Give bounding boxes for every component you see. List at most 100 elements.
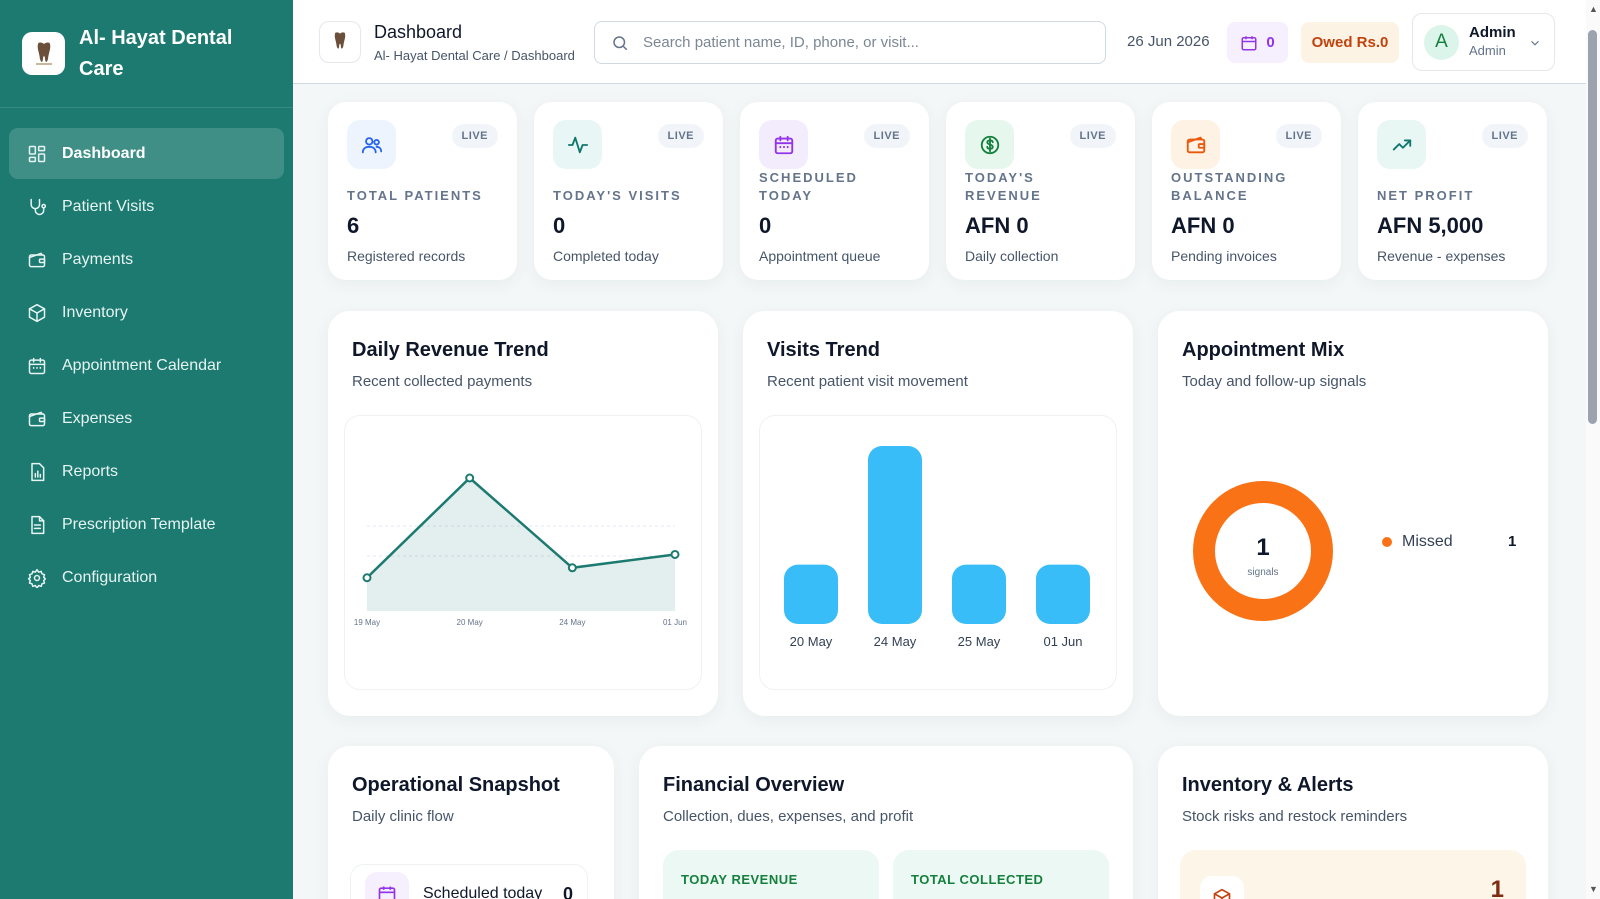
revenue-trend-panel: Daily Revenue Trend Recent collected pay… <box>328 311 718 716</box>
sidebar-item-dashboard[interactable]: Dashboard <box>9 128 284 179</box>
inventory-alerts-panel: Inventory & Alerts Stock risks and resto… <box>1158 746 1548 899</box>
owed-badge[interactable]: Owed Rs.0 <box>1301 22 1399 63</box>
search-input[interactable] <box>643 34 1083 51</box>
kpi-card-total-patients[interactable]: LIVE Total Patients 6 Registered records <box>328 102 517 280</box>
x-tick-label: 20 May <box>457 618 483 627</box>
today-revenue-card: TODAY REVENUE <box>663 850 879 899</box>
scrollbar[interactable]: ▲ ▼ <box>1586 0 1600 899</box>
revenue-line <box>366 476 676 579</box>
visits-bar-chart: 20 May 24 May 25 May 01 Jun <box>784 446 1090 649</box>
visits-bar <box>952 564 1006 624</box>
total-collected-card: TOTAL COLLECTED <box>893 850 1109 899</box>
panel-title: Appointment Mix <box>1182 339 1345 361</box>
donut-center-label: signals <box>1247 567 1278 578</box>
wallet-icon <box>27 409 47 429</box>
sidebar-item-appointment-calendar[interactable]: Appointment Calendar <box>9 340 284 391</box>
calendar-icon <box>1241 35 1257 50</box>
panel-title: Visits Trend <box>767 339 881 361</box>
sidebar-item-label: Payments <box>62 250 134 268</box>
revenue-point <box>465 473 475 483</box>
revenue-point <box>670 549 680 559</box>
visits-bar <box>784 564 838 624</box>
sidebar-item-label: Expenses <box>62 409 133 427</box>
sidebar-item-label: Configuration <box>62 568 158 586</box>
visits-bar <box>1036 564 1090 624</box>
search-icon <box>613 35 628 50</box>
card-label: TODAY REVENUE <box>681 872 798 887</box>
live-badge: LIVE <box>657 124 704 148</box>
kpi-subtext: Pending invoices <box>1171 248 1277 264</box>
sidebar-item-label: Reports <box>62 462 119 480</box>
revenue-area <box>367 478 675 611</box>
sidebar-item-payments[interactable]: Payments <box>9 234 284 285</box>
kpi-label: Outstanding Balance <box>1171 170 1288 203</box>
document-icon <box>27 515 47 535</box>
financial-overview-panel: Financial Overview Collection, dues, exp… <box>639 746 1133 899</box>
legend-label: Missed <box>1402 533 1453 550</box>
sidebar-item-prescription-template[interactable]: Prescription Template <box>9 499 284 550</box>
package-icon <box>1200 876 1244 899</box>
kpi-subtext: Daily collection <box>965 248 1059 264</box>
header-logo <box>319 21 361 63</box>
panel-title: Daily Revenue Trend <box>352 339 549 361</box>
kpi-card-scheduled-today[interactable]: LIVE Scheduled Today 0 Appointment queue <box>740 102 929 280</box>
legend-dot <box>1382 537 1392 547</box>
chevron-down-icon <box>1531 40 1539 46</box>
kpi-label: Today's Revenue <box>965 170 1042 203</box>
donut-slice-missed <box>1193 481 1333 621</box>
user-menu[interactable]: A Admin Admin <box>1412 13 1555 71</box>
breadcrumb: Al- Hayat Dental Care / Dashboard <box>374 48 575 63</box>
panel-subtitle: Collection, dues, expenses, and profit <box>663 808 914 825</box>
kpi-value: AFN 5,000 <box>1377 213 1484 238</box>
package-icon <box>27 303 47 323</box>
stock-alert-card[interactable]: 1 <box>1180 850 1526 899</box>
kpi-card-today-s-revenue[interactable]: LIVE Today's Revenue AFN 0 Daily collection <box>946 102 1135 280</box>
alert-count: 1 <box>1490 876 1504 899</box>
legend-item-missed: Missed <box>1382 533 1453 551</box>
sidebar-item-label: Appointment Calendar <box>62 356 222 374</box>
scroll-up-arrow-icon[interactable]: ▲ <box>1589 4 1598 14</box>
kpi-card-net-profit[interactable]: LIVE Net Profit AFN 5,000 Revenue - expense… <box>1358 102 1547 280</box>
sidebar-item-reports[interactable]: Reports <box>9 446 284 497</box>
panel-title: Operational Snapshot <box>352 774 560 796</box>
user-role: Admin <box>1469 43 1506 58</box>
kpi-subtext: Revenue - expenses <box>1377 248 1506 264</box>
calendar-count-button[interactable]: 0 <box>1227 22 1288 63</box>
x-tick-label: 25 May <box>958 634 1001 649</box>
report-chart-icon <box>27 462 47 482</box>
live-badge: LIVE <box>863 124 910 148</box>
kpi-label: Scheduled Today <box>759 170 858 203</box>
scroll-down-arrow-icon[interactable]: ▼ <box>1589 884 1598 894</box>
search-box[interactable] <box>594 21 1106 64</box>
avatar: A <box>1424 24 1459 60</box>
x-tick-label: 24 May <box>874 634 917 649</box>
current-date: 26 Jun 2026 <box>1127 33 1210 50</box>
scroll-thumb[interactable] <box>1588 30 1597 424</box>
chart-frame: 19 May 20 May 24 May 01 Jun <box>344 415 702 690</box>
chart-frame: 20 May 24 May 25 May 01 Jun <box>759 415 1117 690</box>
wallet-icon <box>1171 120 1220 169</box>
brand[interactable]: Al- Hayat Dental Care <box>0 0 293 108</box>
x-tick-label: 19 May <box>354 618 380 627</box>
x-tick-label: 20 May <box>790 634 833 649</box>
panel-subtitle: Daily clinic flow <box>352 808 454 825</box>
sidebar-item-expenses[interactable]: Expenses <box>9 393 284 444</box>
sidebar-item-configuration[interactable]: Configuration <box>9 552 284 603</box>
kpi-card-outstanding-balance[interactable]: LIVE Outstanding Balance AFN 0 Pending invo… <box>1152 102 1341 280</box>
dashboard-grid-icon <box>27 144 47 164</box>
calendar-icon <box>27 356 47 376</box>
sidebar-item-patient-visits[interactable]: Patient Visits <box>9 181 284 232</box>
panel-subtitle: Stock risks and restock reminders <box>1182 808 1408 825</box>
dollar-icon <box>965 120 1014 169</box>
legend-value: 1 <box>1508 533 1517 550</box>
live-badge: LIVE <box>451 124 498 148</box>
wallet-icon <box>27 250 47 270</box>
panel-subtitle: Recent patient visit movement <box>767 373 968 390</box>
live-badge: LIVE <box>1275 124 1322 148</box>
calendar-icon <box>759 120 808 169</box>
x-tick-label: 01 Jun <box>663 618 687 627</box>
kpi-card-today-s-visits[interactable]: LIVE Today's Visits 0 Completed today <box>534 102 723 280</box>
sidebar-item-inventory[interactable]: Inventory <box>9 287 284 338</box>
calendar-icon <box>365 872 409 899</box>
kpi-subtext: Appointment queue <box>759 248 881 264</box>
